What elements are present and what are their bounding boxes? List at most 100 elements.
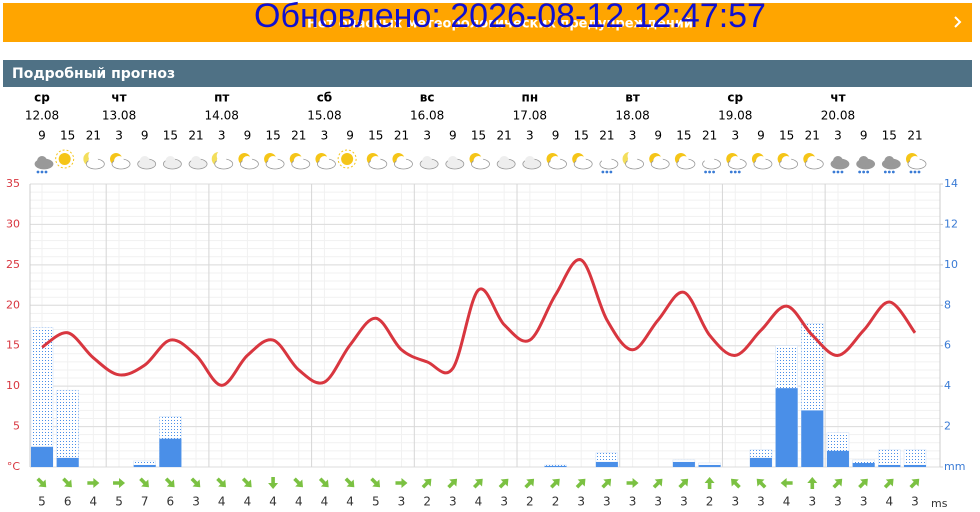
icon-cloud [755, 156, 766, 166]
icon-sun-ray [55, 149, 75, 169]
hour-label: 21 [702, 129, 717, 143]
day-name: пт [214, 91, 229, 105]
icon-sun [58, 153, 71, 165]
precipitation-bar [878, 464, 901, 467]
wind-arrow-shape [678, 478, 689, 489]
hour-label: 3 [423, 129, 431, 143]
precipitation-max-bar [30, 327, 54, 468]
wind-speed: 3 [731, 495, 739, 509]
day-name: сб [317, 91, 333, 105]
hour-label: 15 [60, 129, 75, 143]
wind-speed: 4 [346, 495, 354, 509]
icon-sun [341, 153, 354, 165]
wind-arrow [472, 478, 483, 489]
weather-icon [264, 153, 285, 170]
wind-arrow [832, 478, 843, 489]
icon-drop [909, 170, 913, 174]
day-date: 13.08 [102, 109, 136, 123]
day-date: 18.08 [615, 109, 649, 123]
day-name: чт [830, 91, 845, 105]
icon-cloud [473, 156, 484, 166]
hour-label: 15 [676, 129, 691, 143]
day-date: 12.08 [25, 109, 59, 123]
icon-cloud [370, 156, 381, 166]
wind-speed: 4 [321, 495, 329, 509]
wind-arrow-shape [344, 477, 355, 488]
wind-arrow-shape [909, 478, 920, 489]
wind-arrow [87, 478, 100, 488]
icon-cloud [910, 156, 920, 166]
hour-label: 21 [497, 129, 512, 143]
icon-cloud [704, 156, 715, 166]
wind-arrow-shape [756, 478, 767, 489]
precipitation-bar [801, 410, 824, 467]
icon-cloud [422, 156, 433, 166]
wind-arrow-shape [241, 477, 252, 488]
banner[interactable] [3, 3, 972, 42]
wind-arrow-shape [268, 477, 279, 489]
precipitation-bar [159, 438, 182, 467]
wind-speed: 4 [783, 495, 791, 509]
wind-arrow-shape [550, 478, 560, 489]
icon-drop [913, 170, 917, 174]
wind-arrow [575, 478, 586, 489]
wind-speed: 3 [603, 495, 611, 509]
day-name: чт [111, 91, 126, 105]
hour-label: 9 [449, 129, 457, 143]
icon-drop [836, 170, 840, 174]
wind-arrow-shape [858, 478, 868, 489]
hour-label: 15 [779, 129, 794, 143]
y2-tick-label: 6 [944, 339, 951, 352]
wind-arrow-shape [601, 478, 612, 489]
hour-label: 15 [265, 129, 280, 143]
day-date: 19.08 [718, 109, 752, 123]
hour-label: 9 [141, 129, 149, 143]
wind-speed: 4 [244, 495, 252, 509]
precipitation-bar [698, 464, 721, 467]
icon-drop [832, 170, 836, 174]
weather-icon [392, 153, 413, 170]
icon-drop [891, 170, 895, 174]
weather-icon [906, 153, 927, 174]
wind-arrow-shape [498, 478, 509, 489]
icon-drop [737, 170, 741, 174]
wind-arrow-shape [164, 477, 175, 488]
wind-arrow [318, 477, 329, 488]
wind-arrow [190, 477, 201, 488]
wind-arrow-shape [832, 478, 843, 489]
wind-arrow [909, 478, 920, 489]
y-tick-label: 25 [6, 258, 20, 271]
wind-arrow [36, 477, 47, 488]
icon-drop [708, 170, 711, 174]
wind-arrow-shape [704, 477, 715, 489]
banner-arrow[interactable] [954, 16, 962, 28]
precipitation-max-bar [56, 389, 79, 468]
wind-arrow-shape [370, 477, 381, 488]
wind-arrow [524, 478, 535, 489]
wind-speed: 3 [911, 495, 919, 509]
icon-cloud [268, 156, 279, 166]
icon-drop [44, 170, 48, 174]
day-name: вс [420, 91, 435, 105]
wind-speed: 3 [500, 495, 508, 509]
wind-arrow-shape [575, 478, 586, 489]
y-tick-label: 30 [6, 217, 20, 230]
updated-time: Обновлено: 2026-08-12 12:47:57 [254, 0, 766, 35]
wind-arrow [164, 477, 175, 488]
precipitation-bar [133, 464, 156, 467]
hour-label: 9 [860, 129, 868, 143]
weather-icon [622, 150, 644, 170]
icon-cloud [884, 156, 895, 166]
section-header [3, 60, 972, 87]
wind-speed: 3 [192, 495, 200, 509]
banner-notice[interactable]: Нет опасных метеорологических предупрежд… [307, 17, 693, 32]
y2-tick-label: 14 [944, 177, 958, 190]
wind-arrow-shape [216, 477, 226, 488]
hour-label: 15 [163, 129, 178, 143]
precipitation-bar [904, 464, 926, 467]
icon-drop [40, 170, 44, 174]
hour-label: 9 [552, 129, 560, 143]
weather-icon [496, 156, 516, 170]
wind-speed: 4 [269, 495, 277, 509]
wind-arrow [626, 478, 639, 488]
